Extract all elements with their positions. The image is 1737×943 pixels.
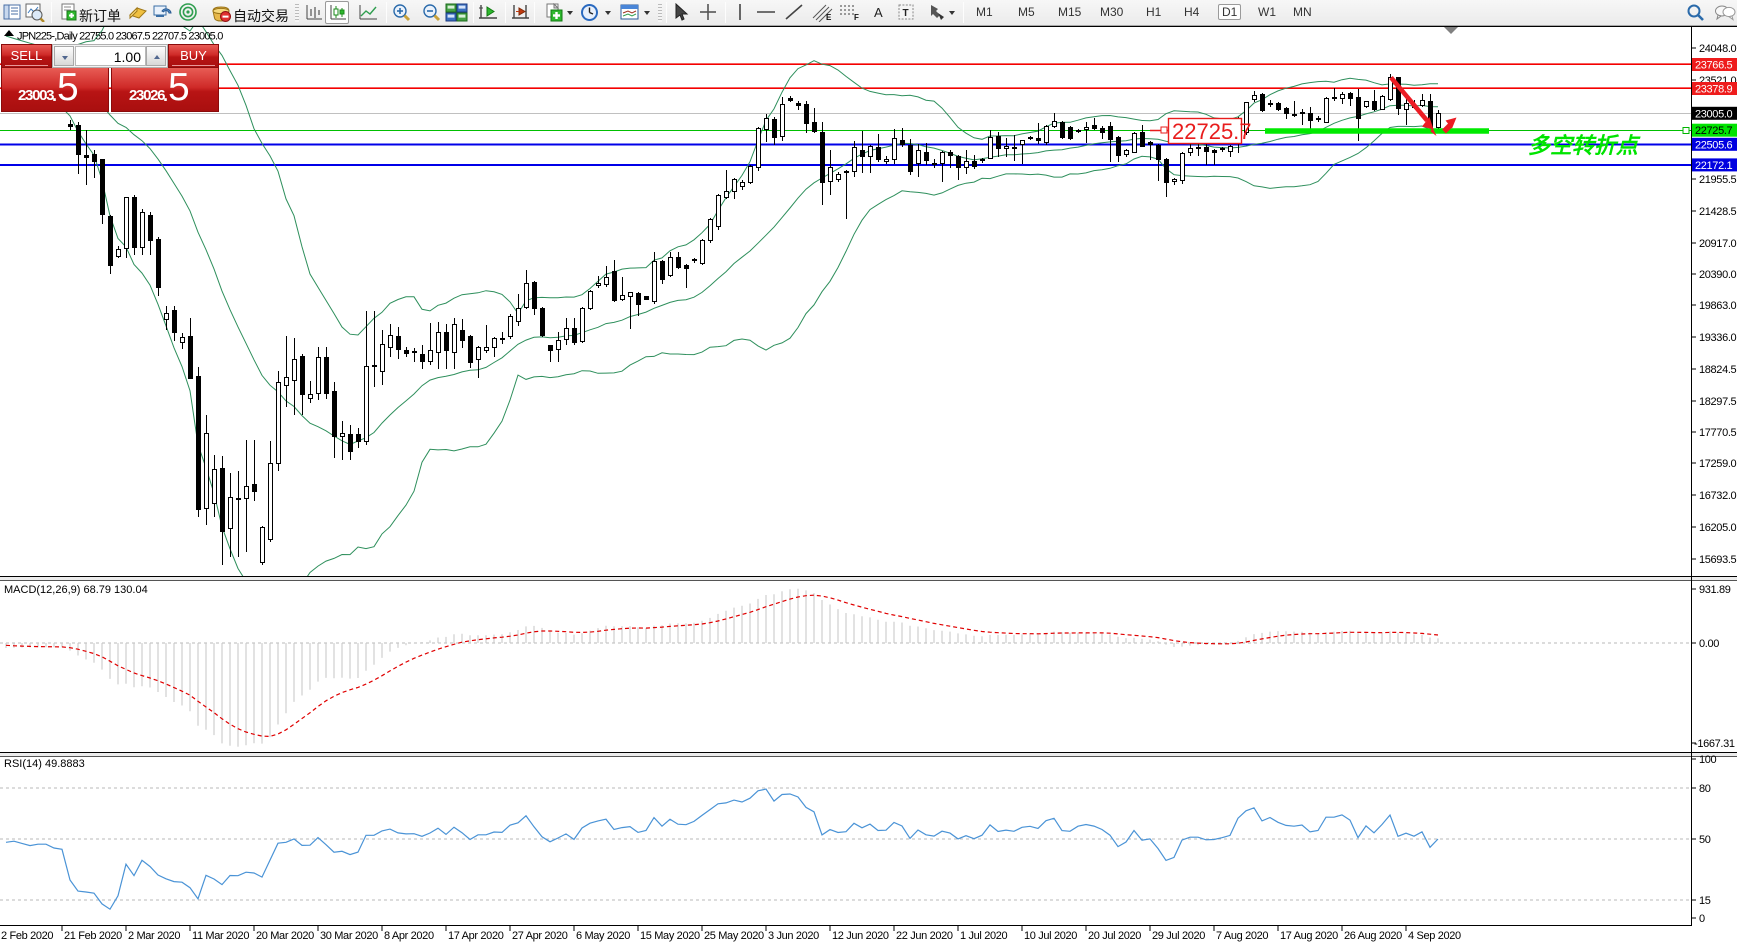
svg-text:-1667.31: -1667.31	[1694, 738, 1735, 750]
svg-text:0: 0	[1699, 913, 1705, 925]
svg-text:22172.1: 22172.1	[1695, 160, 1733, 172]
svg-text:15: 15	[1699, 895, 1711, 907]
svg-text:16205.0: 16205.0	[1699, 522, 1737, 534]
svg-text:19336.0: 19336.0	[1699, 332, 1737, 344]
svg-text:17 Apr 2020: 17 Apr 2020	[448, 930, 504, 942]
svg-text:21428.5: 21428.5	[1699, 206, 1737, 218]
svg-text:22725.7: 22725.7	[1695, 125, 1733, 137]
svg-text:26 Aug 2020: 26 Aug 2020	[1344, 930, 1402, 942]
svg-text:19863.0: 19863.0	[1699, 300, 1737, 312]
svg-text:20 Mar 2020: 20 Mar 2020	[256, 930, 314, 942]
svg-text:16732.0: 16732.0	[1699, 490, 1737, 502]
svg-text:JPN225-,Daily 22755.0 23067.5: JPN225-,Daily 22755.0 23067.5 22707.5 23…	[17, 31, 223, 43]
svg-text:30 Mar 2020: 30 Mar 2020	[320, 930, 378, 942]
svg-text:22 Jun 2020: 22 Jun 2020	[896, 930, 953, 942]
svg-text:80: 80	[1699, 783, 1711, 795]
svg-text:10 Jul 2020: 10 Jul 2020	[1024, 930, 1077, 942]
svg-text:23766.5: 23766.5	[1695, 60, 1733, 72]
svg-text:20917.0: 20917.0	[1699, 238, 1737, 250]
svg-text:2 Mar 2020: 2 Mar 2020	[128, 930, 180, 942]
svg-text:0.00: 0.00	[1699, 638, 1719, 650]
svg-text:27 Apr 2020: 27 Apr 2020	[512, 930, 568, 942]
svg-text:20390.0: 20390.0	[1699, 269, 1737, 281]
svg-text:18297.5: 18297.5	[1699, 396, 1737, 408]
svg-text:18824.5: 18824.5	[1699, 364, 1737, 376]
svg-text:22505.6: 22505.6	[1695, 139, 1733, 151]
svg-text:T: T	[903, 8, 909, 19]
svg-text:17 Aug 2020: 17 Aug 2020	[1280, 930, 1338, 942]
svg-text:F: F	[854, 13, 859, 22]
svg-text:3 Jun 2020: 3 Jun 2020	[768, 930, 819, 942]
svg-text:21955.5: 21955.5	[1699, 174, 1737, 186]
svg-text:RSI(14) 49.8883: RSI(14) 49.8883	[4, 758, 85, 770]
svg-text:23378.9: 23378.9	[1695, 84, 1733, 96]
svg-text:15 May 2020: 15 May 2020	[640, 930, 700, 942]
svg-text:25 May 2020: 25 May 2020	[704, 930, 764, 942]
svg-text:MACD(12,26,9) 68.79 130.04: MACD(12,26,9) 68.79 130.04	[4, 584, 148, 596]
svg-text:29 Jul 2020: 29 Jul 2020	[1152, 930, 1205, 942]
svg-text:21 Feb 2020: 21 Feb 2020	[64, 930, 122, 942]
svg-text:12 Jun 2020: 12 Jun 2020	[832, 930, 889, 942]
svg-text:2 Feb 2020: 2 Feb 2020	[1, 930, 53, 942]
svg-text:22725.7: 22725.7	[1172, 119, 1252, 144]
svg-text:E: E	[826, 13, 832, 22]
svg-text:931.89: 931.89	[1699, 584, 1731, 596]
svg-text:8 Apr 2020: 8 Apr 2020	[384, 930, 434, 942]
svg-text:1 Jul 2020: 1 Jul 2020	[960, 930, 1007, 942]
svg-text:多空转折点: 多空转折点	[1528, 133, 1641, 158]
svg-text:100: 100	[1699, 754, 1717, 766]
svg-text:7 Aug 2020: 7 Aug 2020	[1216, 930, 1268, 942]
svg-text:4 Sep 2020: 4 Sep 2020	[1408, 930, 1461, 942]
svg-text:11 Mar 2020: 11 Mar 2020	[192, 930, 249, 942]
svg-text:15693.5: 15693.5	[1699, 554, 1737, 566]
svg-text:20 Jul 2020: 20 Jul 2020	[1088, 930, 1141, 942]
svg-text:17770.5: 17770.5	[1699, 427, 1737, 439]
svg-text:24048.0: 24048.0	[1699, 43, 1737, 55]
svg-text:17259.0: 17259.0	[1699, 458, 1737, 470]
svg-text:50: 50	[1699, 834, 1711, 846]
svg-text:6 May 2020: 6 May 2020	[576, 930, 630, 942]
svg-text:23005.0: 23005.0	[1695, 108, 1733, 120]
